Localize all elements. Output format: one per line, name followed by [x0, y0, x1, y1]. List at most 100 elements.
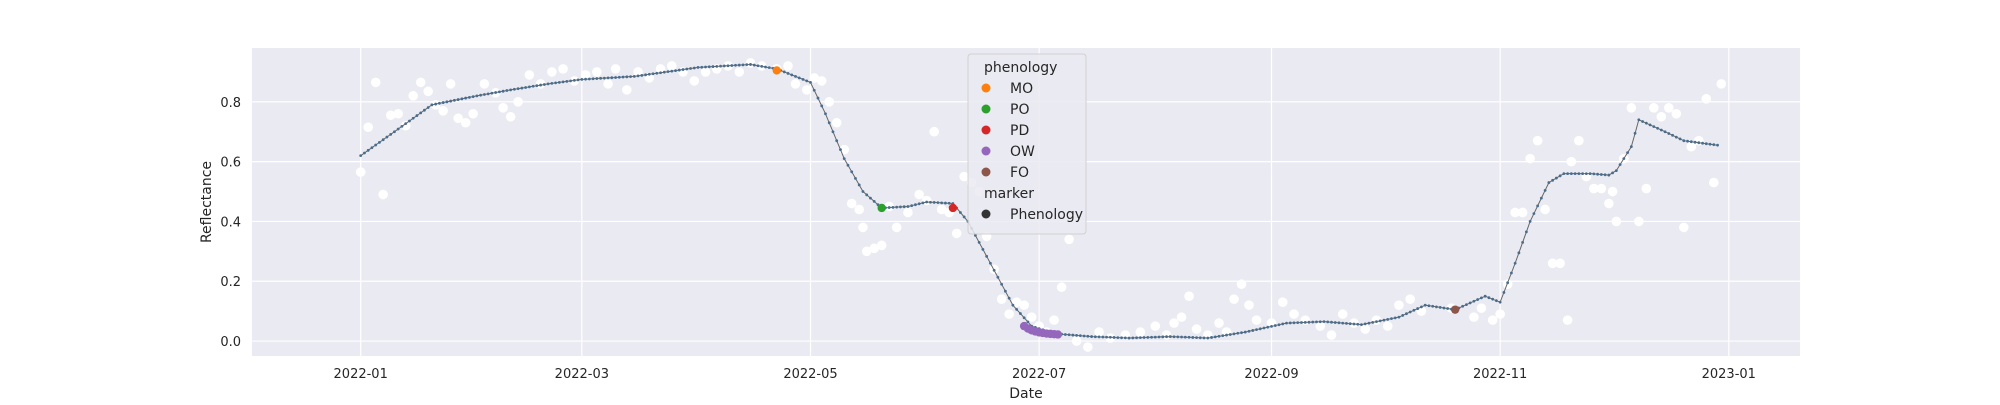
smoothed-point — [1483, 294, 1487, 298]
smoothed-point — [1311, 320, 1315, 324]
smoothed-point — [977, 240, 981, 244]
smoothed-point — [1603, 173, 1607, 177]
smoothed-point — [441, 101, 445, 104]
raw-point — [666, 61, 677, 71]
smoothed-point — [685, 67, 689, 71]
phenology-markers — [772, 66, 1460, 339]
raw-point — [854, 204, 865, 215]
smoothed-point — [1285, 321, 1288, 325]
smoothed-point — [1157, 335, 1161, 339]
smoothed-point — [1093, 335, 1097, 339]
raw-point — [1555, 258, 1565, 269]
x-tick-label: 2023-01 — [1702, 367, 1756, 382]
raw-point — [547, 67, 557, 77]
raw-point — [558, 64, 568, 74]
raw-point — [959, 171, 969, 182]
raw-point — [580, 70, 591, 80]
raw-point — [655, 64, 666, 74]
raw-point — [1649, 103, 1659, 113]
smoothed-point — [1408, 310, 1412, 314]
legend-marker — [981, 167, 991, 177]
raw-point — [869, 243, 879, 254]
raw-point — [1708, 177, 1719, 188]
smoothed-point — [681, 68, 685, 71]
raw-point — [415, 77, 426, 88]
smoothed-point — [786, 72, 790, 75]
legend-entry-fo: FO — [1010, 165, 1029, 181]
raw-point — [801, 85, 812, 95]
smoothed-point — [456, 98, 460, 101]
raw-point — [378, 189, 388, 200]
smoothed-point — [869, 196, 872, 200]
smoothed-point — [655, 71, 659, 75]
raw-point — [1611, 216, 1622, 227]
raw-point — [903, 207, 913, 218]
smoothed-point — [1142, 336, 1146, 339]
smoothed-point — [1337, 321, 1341, 325]
smoothed-point — [794, 75, 797, 78]
raw-point — [1469, 312, 1479, 322]
smoothed-point — [1258, 327, 1262, 331]
smoothed-point — [734, 63, 737, 67]
smoothed-point — [546, 82, 550, 86]
smoothed-point — [647, 72, 651, 76]
smoothed-point — [1614, 169, 1618, 173]
smoothed-point — [707, 65, 711, 69]
smoothed-point — [1476, 298, 1480, 301]
smoothed-point — [1648, 123, 1652, 127]
raw-point — [1337, 309, 1348, 319]
smoothed-point — [629, 75, 632, 79]
smoothed-point — [737, 63, 741, 67]
smoothed-point — [674, 69, 677, 73]
smoothed-point — [1629, 145, 1633, 149]
smoothed-point — [809, 80, 812, 84]
legend-marker — [981, 104, 991, 114]
smoothed-point — [524, 86, 528, 89]
smoothed-point — [1513, 261, 1517, 265]
raw-point — [1547, 258, 1558, 269]
smoothed-point — [569, 79, 572, 83]
smoothed-point — [1165, 335, 1168, 339]
smoothed-point — [479, 93, 483, 97]
smoothed-point — [872, 200, 876, 203]
smoothed-point — [891, 205, 895, 209]
smoothed-point — [1341, 321, 1345, 325]
smoothed-point — [711, 65, 715, 68]
smoothed-point — [1573, 172, 1577, 175]
smoothed-point — [1558, 174, 1562, 178]
smoothed-point — [677, 68, 681, 72]
smoothed-point — [1345, 322, 1348, 325]
x-axis-label: Date — [1009, 386, 1042, 400]
raw-point — [1026, 312, 1037, 322]
smoothed-point — [1596, 172, 1599, 176]
raw-observations — [355, 58, 1727, 352]
smoothed-point — [1270, 324, 1273, 328]
smoothed-point — [1026, 320, 1030, 324]
y-tick-label: 0.6 — [220, 156, 241, 171]
raw-point — [385, 110, 396, 121]
smoothed-point — [591, 77, 595, 81]
smoothed-point — [1075, 333, 1079, 337]
smoothed-point — [1191, 336, 1195, 339]
raw-point — [1671, 108, 1682, 119]
smoothed-point — [1146, 335, 1150, 339]
smoothed-point — [1307, 320, 1311, 324]
raw-point — [1634, 216, 1644, 227]
smoothed-point — [756, 64, 760, 68]
smoothed-point — [827, 121, 831, 125]
smoothed-point — [1116, 336, 1120, 340]
smoothed-point — [1405, 312, 1408, 316]
raw-point — [1071, 336, 1082, 346]
x-tick-label: 2022-11 — [1473, 367, 1527, 382]
smoothed-point — [617, 75, 621, 79]
smoothed-point — [453, 98, 456, 102]
smoothed-point — [1581, 172, 1585, 175]
raw-point — [1607, 186, 1618, 197]
raw-point — [1382, 321, 1393, 331]
legend-entry-mo: MO — [1010, 81, 1033, 97]
raw-point — [1476, 303, 1487, 313]
raw-point — [1244, 300, 1254, 310]
smoothed-point — [1397, 315, 1401, 319]
smoothed-point — [1633, 131, 1637, 135]
